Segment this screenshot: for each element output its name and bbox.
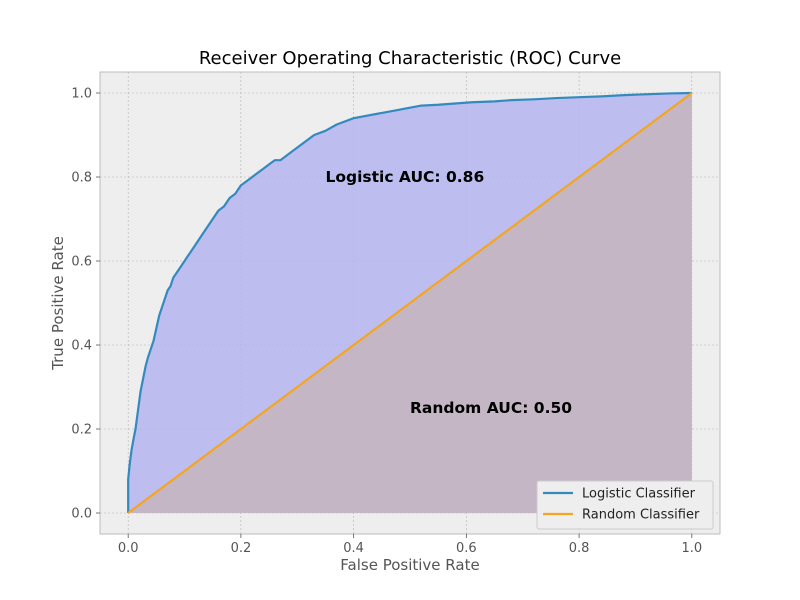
x-tick-label: 0.6 <box>456 541 477 556</box>
y-tick-label: 0.2 <box>71 423 92 438</box>
y-axis-label: True Positive Rate <box>49 236 67 371</box>
y-tick-label: 0.0 <box>71 507 92 522</box>
annotations: Logistic AUC: 0.86 Random AUC: 0.50 <box>325 168 572 417</box>
y-tick-label: 0.4 <box>71 339 92 354</box>
y-tick-label: 1.0 <box>71 87 92 102</box>
legend: Logistic Classifier Random Classifier <box>536 480 714 530</box>
x-tick-label: 0.4 <box>343 541 364 556</box>
x-tick-label: 0.0 <box>118 541 139 556</box>
random-roc-line <box>127 92 693 514</box>
legend-box <box>536 480 714 530</box>
y-tick-label: 0.8 <box>71 171 92 186</box>
series-lines <box>127 91 693 514</box>
y-tick-label: 0.6 <box>71 255 92 270</box>
auc-annotation: Random AUC: 0.50 <box>410 399 572 417</box>
plot-frame <box>99 71 721 535</box>
auc-annotation: Logistic AUC: 0.86 <box>325 168 484 186</box>
x-tick-label: 0.8 <box>569 541 590 556</box>
x-axis-label: False Positive Rate <box>340 556 479 574</box>
axis-ticks: 0.0 0.2 0.4 0.6 0.8 1.0 0.0 0.2 0.4 0.6 0.8 1.0 <box>71 87 702 557</box>
x-tick-label: 1.0 <box>681 541 702 556</box>
x-tick-label: 0.2 <box>231 541 252 556</box>
logistic-roc-line <box>127 91 692 513</box>
legend-label-logistic: Logistic Classifier <box>582 487 696 502</box>
chart-title: Receiver Operating Characteristic (ROC) … <box>199 48 621 69</box>
legend-label-random: Random Classifier <box>582 508 700 523</box>
